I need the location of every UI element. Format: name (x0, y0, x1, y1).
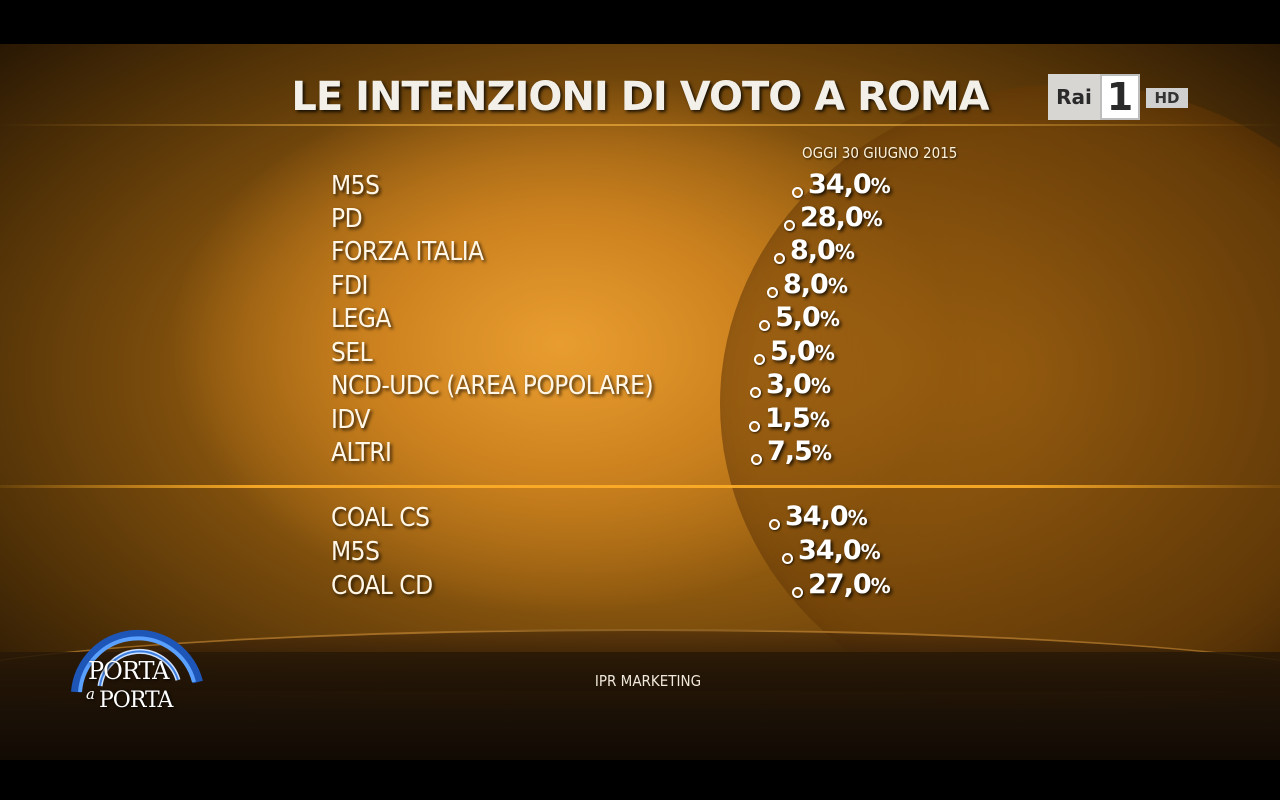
percentage-value: 34,0 (785, 501, 849, 532)
percentage-unit: % (834, 240, 855, 264)
percentage-unit: % (870, 574, 891, 598)
percentage-unit: % (810, 374, 831, 398)
channel-number: 1 (1100, 74, 1140, 120)
rai-logo-text: Rai (1048, 74, 1100, 120)
bullet-icon (751, 454, 762, 465)
logo-line1: PORTA (88, 657, 169, 685)
vote-percentage: 34,0% (785, 501, 868, 532)
percentage-unit: % (819, 307, 840, 331)
percentage-value: 7,5 (767, 436, 813, 467)
percentage-value: 1,5 (765, 403, 811, 434)
percentage-unit: % (862, 207, 883, 231)
vote-percentage: 5,0% (775, 302, 840, 333)
percentage-unit: % (847, 506, 868, 530)
percentage-unit: % (827, 274, 848, 298)
percentage-unit: % (809, 408, 830, 432)
party-label: COAL CD (331, 571, 433, 601)
vote-percentage: 8,0% (783, 269, 848, 300)
bullet-icon (754, 354, 765, 365)
vote-percentage: 3,0% (766, 369, 831, 400)
bullet-icon (784, 220, 795, 231)
percentage-unit: % (811, 441, 832, 465)
percentage-unit: % (860, 540, 881, 564)
date-label: OGGI 30 GIUGNO 2015 (802, 144, 958, 162)
percentage-unit: % (814, 341, 835, 365)
logo-connector: a (86, 685, 95, 703)
vote-percentage: 34,0% (798, 535, 881, 566)
party-label: LEGA (331, 304, 391, 334)
header-divider (0, 124, 1280, 126)
party-label: NCD-UDC (AREA POPOLARE) (331, 371, 654, 401)
party-label: IDV (331, 405, 370, 435)
source-label: IPR MARKETING (594, 672, 702, 690)
bullet-icon (759, 320, 770, 331)
vote-percentage: 8,0% (790, 235, 855, 266)
percentage-value: 34,0 (798, 535, 862, 566)
page-title: LE INTENZIONI DI VOTO A ROMA (291, 74, 989, 120)
vote-percentage: 34,0% (808, 169, 891, 200)
bullet-icon (769, 519, 780, 530)
party-label: FORZA ITALIA (331, 237, 484, 267)
logo-arc-icon (71, 629, 203, 693)
bullet-icon (767, 287, 778, 298)
percentage-value: 8,0 (783, 269, 829, 300)
vote-percentage: 1,5% (765, 403, 830, 434)
party-label: FDI (331, 271, 368, 301)
broadcast-graphic: LE INTENZIONI DI VOTO A ROMA Rai 1 HD OG… (0, 44, 1280, 760)
bullet-icon (792, 587, 803, 598)
bullet-icon (792, 187, 803, 198)
section-divider (0, 485, 1280, 488)
hd-badge: HD (1146, 88, 1188, 108)
bullet-icon (782, 553, 793, 564)
party-label: M5S (331, 171, 380, 201)
bullet-icon (750, 387, 761, 398)
party-label: COAL CS (331, 503, 430, 533)
percentage-value: 3,0 (766, 369, 812, 400)
percentage-value: 5,0 (770, 336, 816, 367)
logo-line2: PORTA (99, 688, 173, 713)
bullet-icon (774, 253, 785, 264)
party-label: PD (331, 204, 363, 234)
percentage-value: 34,0 (808, 169, 872, 200)
percentage-value: 28,0 (800, 202, 864, 233)
percentage-value: 8,0 (790, 235, 836, 266)
vote-percentage: 28,0% (800, 202, 883, 233)
party-label: SEL (331, 338, 373, 368)
footer-band (0, 652, 1280, 760)
vote-percentage: 27,0% (808, 569, 891, 600)
porta-a-porta-logo: PORTA a PORTA (66, 612, 206, 732)
percentage-value: 27,0 (808, 569, 872, 600)
percentage-value: 5,0 (775, 302, 821, 333)
party-label: ALTRI (331, 438, 392, 468)
bullet-icon (749, 421, 760, 432)
party-label: M5S (331, 537, 380, 567)
vote-percentage: 5,0% (770, 336, 835, 367)
vote-percentage: 7,5% (767, 436, 832, 467)
background-shape (720, 84, 1280, 724)
percentage-unit: % (870, 174, 891, 198)
